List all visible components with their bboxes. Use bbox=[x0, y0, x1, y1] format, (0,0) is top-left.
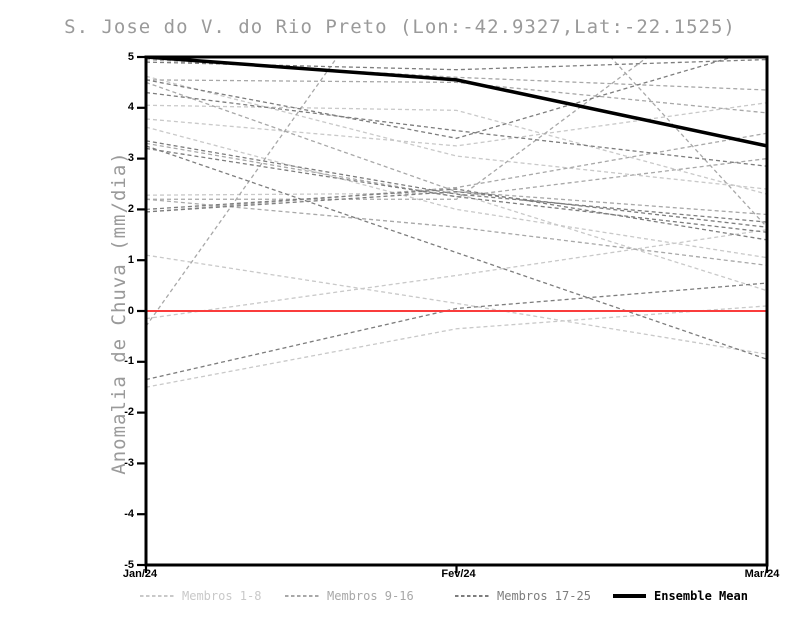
y-tick-label: -5 bbox=[124, 558, 134, 571]
legend-item-membros-9-16: Membros 9-16 bbox=[285, 588, 414, 604]
y-tick-label: 0 bbox=[127, 304, 134, 317]
legend-line-sample bbox=[285, 595, 319, 597]
legend-item-ensemble-mean: Ensemble Mean bbox=[613, 588, 748, 604]
legend-label: Membros 17-25 bbox=[497, 589, 591, 603]
plot-frame bbox=[144, 55, 769, 567]
member-line bbox=[146, 102, 767, 147]
member-line bbox=[146, 57, 735, 139]
member-line bbox=[146, 254, 767, 355]
y-tick-label: 4 bbox=[127, 101, 134, 114]
legend-label: Membros 9-16 bbox=[327, 589, 414, 603]
member-line bbox=[146, 57, 767, 327]
legend-item-membros-1-8: Membros 1-8 bbox=[140, 588, 261, 604]
member-line bbox=[146, 305, 767, 388]
x-tick-label: Mar/24 bbox=[744, 568, 780, 580]
member-line bbox=[146, 140, 767, 223]
member-line bbox=[146, 104, 767, 195]
ensemble-mean-line bbox=[146, 57, 767, 148]
member-line bbox=[146, 58, 767, 91]
y-tick-label: 1 bbox=[127, 253, 134, 266]
legend-label: Membros 1-8 bbox=[182, 589, 262, 603]
member-line bbox=[146, 190, 767, 228]
member-line bbox=[146, 147, 767, 233]
member-line bbox=[146, 79, 767, 114]
y-tick-label: 3 bbox=[127, 152, 134, 165]
member-line bbox=[146, 91, 767, 167]
y-tick-label: -2 bbox=[124, 406, 134, 419]
legend-line-sample bbox=[613, 594, 646, 598]
y-tick-label: -3 bbox=[124, 456, 134, 469]
member-line bbox=[146, 198, 767, 266]
legend: Membros 1-8 Membros 9-16 Membros 17-25 E… bbox=[0, 588, 800, 606]
legend-item-membros-17-25: Membros 17-25 bbox=[455, 588, 591, 604]
x-tick-label: Jan/24 bbox=[122, 568, 158, 580]
member-line bbox=[146, 75, 767, 190]
legend-line-sample bbox=[455, 595, 489, 597]
y-tick-label: 5 bbox=[127, 50, 134, 63]
y-tick-label: -1 bbox=[124, 355, 134, 368]
member-line bbox=[146, 282, 767, 381]
member-line bbox=[146, 132, 767, 213]
legend-label: Ensemble Mean bbox=[654, 589, 748, 603]
member-line bbox=[146, 142, 767, 198]
legend-line-sample bbox=[140, 595, 174, 597]
y-tick-label: 2 bbox=[127, 202, 134, 215]
member-line bbox=[146, 126, 767, 259]
member-line bbox=[146, 145, 767, 360]
member-line bbox=[146, 58, 767, 71]
member-line bbox=[146, 192, 767, 292]
chart-title: S. Jose do V. do Rio Preto (Lon:-42.9327… bbox=[64, 16, 736, 38]
x-tick-label: Fev/24 bbox=[441, 568, 476, 580]
member-line bbox=[146, 229, 767, 320]
member-line bbox=[146, 188, 767, 241]
y-tick-label: -4 bbox=[124, 507, 134, 520]
member-line bbox=[146, 57, 649, 200]
